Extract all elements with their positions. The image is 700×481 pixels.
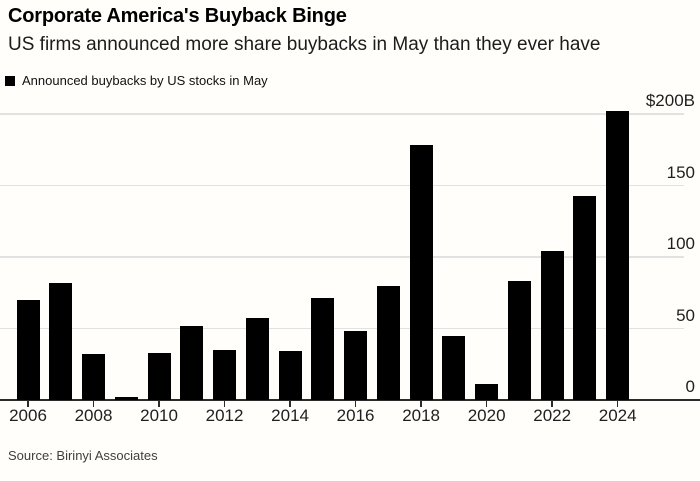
x-tick-label-2022: 2022 <box>533 406 572 425</box>
source-note: Source: Birinyi Associates <box>8 448 158 463</box>
y-tick-label-200: $200B <box>645 91 695 110</box>
x-axis-tick-2018 <box>420 400 422 407</box>
x-axis-tick-2010 <box>158 400 160 407</box>
gridline-50 <box>0 327 684 330</box>
bar-2022 <box>540 251 564 400</box>
y-tick-label-0: 0 <box>685 377 695 396</box>
y-tick-label-50: 50 <box>676 305 695 325</box>
bar-2011 <box>180 325 204 400</box>
x-axis-tick-2006 <box>27 400 29 407</box>
bar-2007 <box>49 282 73 400</box>
y-tick-label-150: 150 <box>666 162 695 182</box>
chart-subtitle: US firms announced more share buybacks i… <box>8 34 601 55</box>
bar-2020 <box>475 384 499 400</box>
x-tick-label-2020: 2020 <box>467 406 506 425</box>
x-axis-tick-2022 <box>551 400 553 407</box>
x-tick-label-2010: 2010 <box>140 406 178 425</box>
gridline-150 <box>0 184 684 187</box>
bar-2018 <box>409 145 433 400</box>
x-tick-label-2014: 2014 <box>271 406 309 425</box>
x-axis-tick-2020 <box>485 400 488 407</box>
y-tick-label-100: 100 <box>666 234 695 253</box>
x-tick-label-2012: 2012 <box>205 406 244 425</box>
bar-2023 <box>573 195 597 400</box>
bar-2010 <box>147 352 171 400</box>
x-tick-label-2006: 2006 <box>9 406 47 425</box>
bar-2006 <box>16 299 40 400</box>
bar-2017 <box>376 285 400 400</box>
legend-label: Announced buybacks by US stocks in May <box>22 73 268 88</box>
bar-2008 <box>82 354 106 400</box>
x-axis-line <box>0 399 700 401</box>
bar-2012 <box>213 349 237 400</box>
x-axis-tick-2024 <box>616 400 619 407</box>
x-tick-label-2016: 2016 <box>336 406 375 425</box>
x-tick-label-2024: 2024 <box>598 406 637 425</box>
legend-swatch-icon <box>5 75 15 86</box>
gridline-200 <box>0 113 684 115</box>
bar-2021 <box>507 281 531 400</box>
bar-2016 <box>344 331 368 400</box>
x-tick-label-2008: 2008 <box>74 406 113 425</box>
bar-2024 <box>606 111 630 400</box>
legend: Announced buybacks by US stocks in May <box>5 73 268 88</box>
x-axis-tick-2012 <box>223 400 226 407</box>
x-axis-tick-2014 <box>289 400 291 407</box>
x-axis-tick-2008 <box>92 400 95 407</box>
bar-2013 <box>245 318 269 400</box>
bar-2015 <box>311 298 335 400</box>
chart-title: Corporate America's Buyback Binge <box>8 5 347 27</box>
bar-2014 <box>278 351 302 400</box>
x-tick-label-2018: 2018 <box>402 406 441 425</box>
x-axis-tick-2016 <box>354 400 357 407</box>
bar-2019 <box>442 335 466 400</box>
bar-2009 <box>114 397 138 400</box>
gridline-100 <box>0 256 684 258</box>
